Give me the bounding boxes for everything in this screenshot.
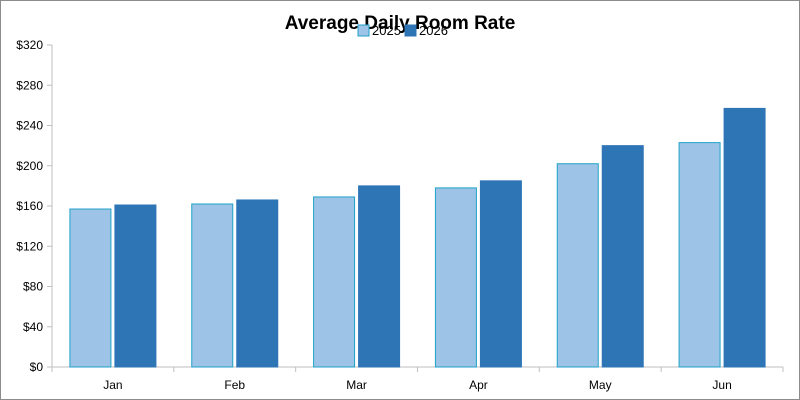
chart-title: Average Daily Room Rate (285, 13, 516, 34)
y-tick-label: $120 (16, 239, 43, 253)
legend-swatch (357, 24, 370, 37)
bar-2026-may (601, 145, 644, 368)
bar-2026-jun (723, 107, 766, 368)
y-axis: $0 $40 $80 $120 $160 $200 $240 $280 $320 (16, 38, 53, 374)
bar-2025-jun (678, 142, 721, 368)
bar-2026-mar (358, 185, 401, 368)
bar-2025-feb (191, 203, 234, 368)
y-tick-label: $160 (16, 199, 43, 213)
legend-label: 2025 (372, 23, 401, 38)
x-axis: Jan Feb Mar Apr May Jun (51, 366, 784, 392)
bars-group (69, 107, 766, 368)
y-tick-label: $80 (23, 280, 43, 294)
bar-2025-jan (69, 208, 112, 368)
x-tick-label: Mar (346, 378, 367, 392)
y-tick-label: $200 (16, 159, 43, 173)
bar-2026-apr (479, 180, 522, 368)
x-tick-label: Jun (712, 378, 731, 392)
y-tick-label: $280 (16, 78, 43, 92)
bar-2026-jan (114, 204, 157, 368)
x-tick-label: Apr (469, 378, 488, 392)
legend-label: 2026 (419, 23, 448, 38)
y-tick-label: $240 (16, 119, 43, 133)
y-tick-label: $320 (16, 38, 43, 52)
bar-2025-apr (434, 187, 477, 368)
bar-2025-may (556, 163, 599, 368)
y-tick-label: $40 (23, 320, 43, 334)
y-tick-label: $0 (30, 360, 44, 374)
x-tick-label: May (589, 378, 612, 392)
bar-2025-mar (313, 196, 356, 368)
x-tick-label: Jan (103, 378, 122, 392)
legend-swatch (404, 24, 417, 37)
bar-2026-feb (236, 199, 279, 368)
x-tick-label: Feb (224, 378, 245, 392)
legend: 2025 2026 (357, 23, 448, 38)
